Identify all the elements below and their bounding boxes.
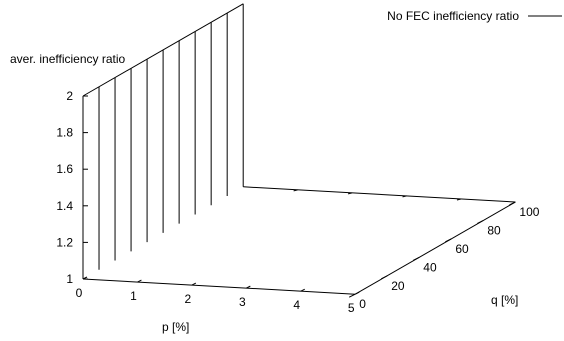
x-tick-mark — [354, 291, 360, 295]
surface-top-edge — [82, 3, 244, 97]
y-tick-mark — [413, 256, 420, 261]
x-axis-line — [82, 278, 356, 295]
legend-label: No FEC inefficiency ratio — [387, 9, 519, 23]
z-tick-label: 2 — [66, 89, 73, 103]
y-axis-ticks: 0 20 40 60 80 100 — [348, 201, 540, 311]
x-tick-mark-back — [402, 195, 407, 198]
x-tick-label: 2 — [185, 292, 192, 306]
z-axis-ticks: 1 1.2 1.4 1.6 1.8 2 — [56, 89, 88, 286]
y-tick-label: 0 — [359, 297, 366, 311]
y-axis-label: q [%] — [491, 293, 518, 307]
x-tick-mark — [191, 282, 197, 286]
x-tick-mark — [300, 288, 305, 292]
x-tick-label: 0 — [76, 286, 83, 300]
x-tick-mark — [82, 276, 88, 280]
z-tick-label: 1.6 — [56, 162, 73, 176]
z-tick-label: 1.4 — [56, 199, 73, 213]
y-tick-label: 20 — [391, 279, 405, 293]
y-tick-mark — [348, 293, 356, 298]
y-axis-line — [354, 201, 516, 295]
x-tick-label: 3 — [239, 295, 246, 309]
y-tick-mark — [477, 219, 484, 224]
x-tick-label: 5 — [348, 301, 355, 315]
y-tick-label: 40 — [423, 260, 437, 274]
x-axis-ticks: 0 1 2 3 4 5 — [76, 189, 462, 315]
x-tick-mark-back — [347, 192, 353, 195]
x-tick-mark-back — [456, 198, 462, 201]
z-tick-label: 1.2 — [56, 235, 73, 249]
y-tick-mark — [445, 238, 452, 243]
x-tick-label: 1 — [130, 289, 137, 303]
x-tick-label: 4 — [293, 298, 300, 312]
surface-lines — [82, 3, 244, 279]
x-tick-mark-back — [293, 189, 298, 192]
z-tick-label: 1 — [66, 272, 73, 286]
y-tick-label: 80 — [487, 223, 501, 237]
x-tick-mark — [137, 279, 142, 283]
axes-frame — [82, 96, 516, 295]
back-base-line — [243, 186, 516, 203]
y-tick-label: 100 — [519, 205, 539, 219]
x-axis-label: p [%] — [162, 320, 189, 334]
y-tick-mark — [509, 201, 516, 206]
z-axis-label: aver. inefficiency ratio — [10, 52, 125, 66]
legend: No FEC inefficiency ratio — [387, 9, 562, 23]
y-tick-mark — [381, 275, 388, 280]
x-tick-mark — [246, 285, 251, 289]
z-tick-label: 1.8 — [56, 126, 73, 140]
y-tick-label: 60 — [455, 242, 469, 256]
